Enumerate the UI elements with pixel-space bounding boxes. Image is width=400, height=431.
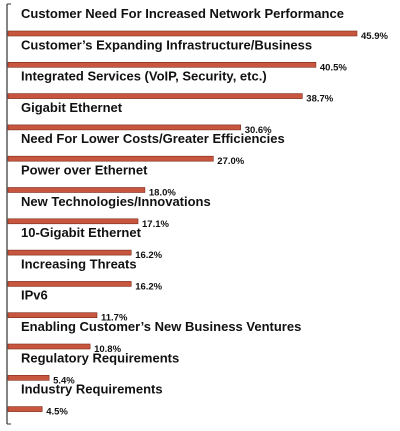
bar — [7, 30, 358, 37]
value-label: 45.9% — [361, 31, 388, 42]
bar — [7, 281, 132, 287]
value-label: 16.2% — [135, 250, 162, 261]
value-label: 17.1% — [142, 219, 169, 230]
category-label: Customer’s Expanding Infrastructure/Busi… — [21, 37, 312, 52]
bar — [7, 343, 91, 350]
value-label: 40.5% — [320, 62, 347, 73]
value-label: 38.7% — [306, 94, 333, 105]
category-label: Need For Lower Costs/Greater Efficiencie… — [21, 131, 285, 146]
bar — [7, 406, 43, 412]
bar — [7, 155, 214, 162]
bar — [7, 218, 139, 225]
category-label: New Technologies/Innovations — [21, 194, 211, 209]
category-label: Enabling Customer’s New Business Venture… — [21, 319, 301, 334]
category-label: Increasing Threats — [21, 256, 137, 271]
bar — [7, 124, 241, 131]
bar — [7, 187, 146, 193]
value-label: 11.7% — [101, 313, 128, 324]
value-label: 16.2% — [135, 281, 162, 292]
bar — [7, 312, 98, 319]
category-label: IPv6 — [21, 288, 48, 303]
category-label: 10-Gigabit Ethernet — [21, 225, 142, 240]
value-label: 4.5% — [46, 407, 68, 418]
value-label: 18.0% — [149, 188, 176, 199]
category-label: Industry Requirements — [21, 382, 163, 397]
value-label: 27.0% — [217, 156, 244, 167]
bar — [7, 249, 132, 256]
bar — [7, 61, 317, 68]
value-label: 5.4% — [53, 375, 75, 386]
category-label: Gigabit Ethernet — [21, 100, 123, 115]
category-label: Integrated Services (VoIP, Security, etc… — [21, 69, 267, 84]
bar — [7, 93, 303, 99]
category-label: Power over Ethernet — [21, 163, 148, 178]
bars-layer: Customer Need For Increased Network Perf… — [7, 6, 388, 418]
value-label: 10.8% — [94, 344, 121, 355]
category-label: Regulatory Requirements — [21, 350, 179, 365]
category-label: Customer Need For Increased Network Perf… — [21, 6, 344, 21]
bar — [7, 374, 50, 381]
value-label: 30.6% — [245, 125, 272, 136]
